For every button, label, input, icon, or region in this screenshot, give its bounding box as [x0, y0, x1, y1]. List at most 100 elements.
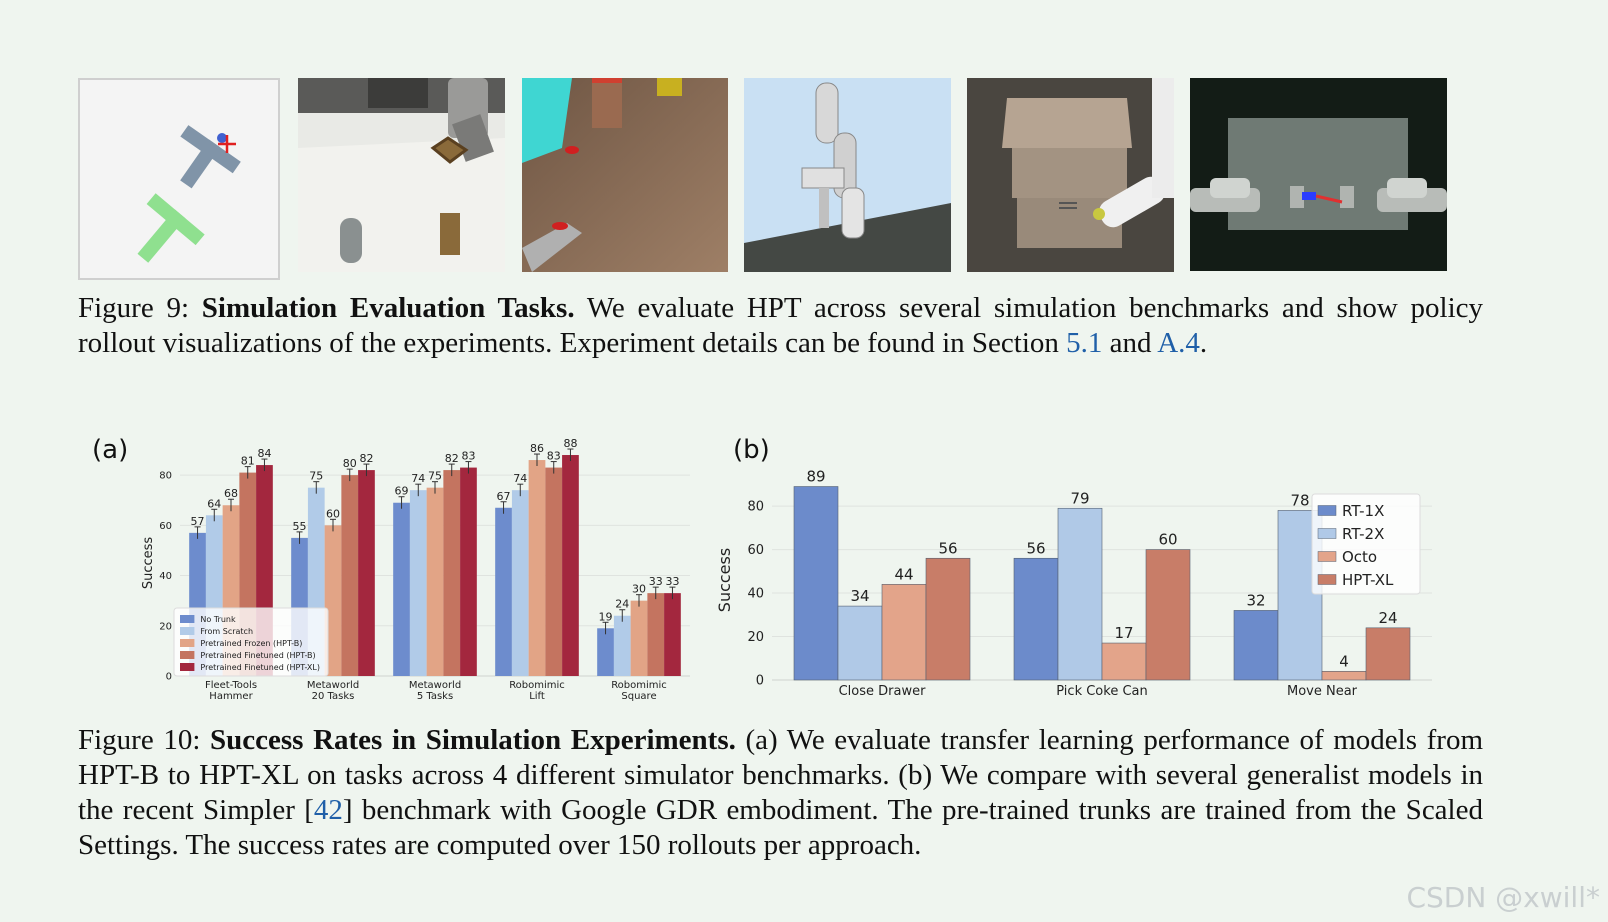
watermark: CSDN @xwill* — [1406, 881, 1600, 914]
fleet-tools-task-thumbnail — [522, 78, 728, 272]
category-label: Metaworld — [409, 680, 461, 691]
data-label: 79 — [1070, 489, 1089, 507]
data-label: 83 — [461, 450, 475, 463]
metaworld-task-thumbnail — [298, 78, 505, 272]
bar — [837, 605, 883, 681]
legend-box — [173, 607, 329, 677]
y-tick-label: 0 — [166, 672, 172, 683]
data-label: 84 — [257, 447, 271, 460]
figure-10-title: Success Rates in Simulation Experiments. — [210, 724, 736, 756]
figure-10-caption: Figure 10: Success Rates in Simulation E… — [78, 723, 1483, 863]
bar — [324, 525, 342, 676]
category-label: Square — [621, 691, 656, 702]
bimanual-illustration — [1190, 118, 1447, 230]
category-label: Move Near — [1287, 684, 1358, 699]
robomimic-task-thumbnail — [744, 78, 951, 272]
category-label: Close Drawer — [839, 684, 926, 699]
legend-swatch — [180, 627, 195, 635]
figure-9-text-end: . — [1199, 327, 1208, 359]
bar — [630, 600, 648, 676]
data-label: 33 — [649, 575, 663, 588]
legend-label: No Trunk — [200, 615, 236, 624]
figure-9-title: Simulation Evaluation Tasks. — [201, 292, 575, 324]
legend-swatch — [1317, 505, 1337, 516]
data-label: 82 — [445, 452, 459, 465]
data-label: 44 — [894, 565, 913, 583]
panel-label: (b) — [733, 435, 770, 465]
figure-9-label: Figure 9: — [78, 292, 190, 324]
data-label: 17 — [1114, 624, 1133, 642]
fleet-tools-illustration — [522, 78, 728, 272]
data-label: 80 — [343, 457, 357, 470]
drawer-illustration — [967, 78, 1174, 272]
figure-10-text: (a) We evaluate transfer learning perfor… — [78, 724, 1483, 826]
y-tick-label: 40 — [747, 587, 764, 602]
legend-swatch — [180, 663, 195, 671]
bar — [562, 455, 579, 676]
data-label: 68 — [224, 487, 238, 500]
legend-label: RT-1X — [1342, 502, 1384, 520]
bar — [460, 467, 477, 676]
legend-label: RT-2X — [1342, 525, 1384, 543]
legend-swatch — [1317, 574, 1337, 585]
category-label: 20 Tasks — [312, 691, 355, 702]
y-axis-label: Success — [715, 548, 734, 612]
category-label: Lift — [529, 691, 545, 702]
category-label: Hammer — [209, 691, 253, 702]
task-thumbnails-row — [0, 0, 1608, 300]
data-label: 32 — [1246, 591, 1265, 609]
data-label: 74 — [513, 472, 527, 485]
legend-label: Pretrained Finetuned (HPT-B) — [200, 651, 315, 660]
bar — [495, 507, 512, 676]
y-tick-label: 20 — [747, 630, 764, 645]
bar — [341, 475, 359, 676]
legend-swatch — [180, 639, 195, 647]
data-label: 74 — [411, 472, 425, 485]
robomimic-illustration — [744, 82, 951, 272]
data-label: 24 — [1378, 609, 1397, 627]
data-label: 56 — [938, 539, 957, 557]
bar — [613, 615, 631, 676]
data-label: 83 — [547, 450, 561, 463]
bar — [1057, 507, 1103, 681]
data-label: 19 — [599, 610, 613, 623]
legend-swatch — [180, 615, 195, 623]
bar — [793, 486, 839, 681]
push-t-illustration — [137, 125, 241, 263]
y-tick-label: 20 — [159, 621, 172, 632]
section-a-4-link[interactable]: A.4 — [1157, 327, 1200, 359]
data-label: 88 — [563, 437, 577, 450]
category-label: 5 Tasks — [417, 691, 453, 702]
data-label: 30 — [632, 583, 646, 596]
panel-label: (a) — [92, 435, 128, 465]
bar — [647, 593, 665, 676]
y-tick-label: 80 — [159, 471, 172, 482]
bar — [358, 470, 375, 676]
data-label: 64 — [207, 497, 221, 510]
category-label: Robomimic — [509, 680, 565, 691]
data-label: 4 — [1339, 652, 1349, 670]
figure-9-caption: Figure 9: Simulation Evaluation Tasks. W… — [78, 291, 1483, 361]
bar — [1233, 610, 1279, 681]
data-label: 24 — [615, 598, 629, 611]
data-label: 75 — [428, 470, 442, 483]
data-label: 69 — [395, 485, 409, 498]
legend-swatch — [1317, 551, 1337, 562]
bar — [426, 487, 444, 676]
category-label: Fleet-Tools — [205, 680, 257, 691]
category-label: Pick Coke Can — [1056, 684, 1147, 699]
bar — [443, 470, 461, 676]
data-label: 60 — [1158, 531, 1177, 549]
category-label: Robomimic — [611, 680, 667, 691]
y-tick-label: 60 — [747, 543, 764, 558]
y-tick-label: 0 — [756, 674, 764, 689]
data-label: 34 — [850, 587, 869, 605]
data-label: 33 — [665, 575, 679, 588]
push-t-task-thumbnail — [78, 78, 280, 280]
data-label: 86 — [530, 442, 544, 455]
y-tick-label: 60 — [159, 521, 172, 532]
reference-42-link[interactable]: 42 — [313, 794, 343, 826]
section-5-1-link[interactable]: 5.1 — [1066, 327, 1103, 359]
figure-9-text: We evaluate HPT across several simulatio… — [78, 292, 1483, 359]
